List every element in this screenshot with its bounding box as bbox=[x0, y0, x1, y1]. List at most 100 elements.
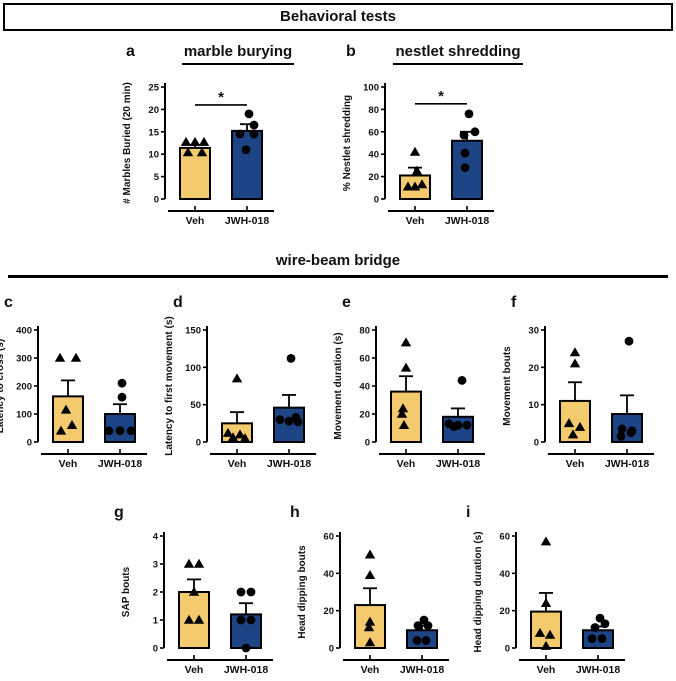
data-point-circle bbox=[457, 376, 467, 385]
bar-Veh bbox=[179, 146, 211, 200]
significance-star: * bbox=[438, 88, 444, 105]
wire-beam-bridge-section-header: wire-beam bridge bbox=[0, 251, 676, 278]
category-label: Veh bbox=[361, 664, 380, 676]
y-tick-label: 40 bbox=[368, 150, 379, 161]
y-tick-label: 0 bbox=[27, 438, 32, 449]
chart-movement-bouts: 0 10 20 30 Movement bouts Veh JWH-018 bbox=[502, 326, 654, 470]
category-label: Veh bbox=[59, 458, 78, 470]
data-point-circle bbox=[236, 587, 246, 597]
data-point-circle bbox=[284, 416, 294, 426]
category-label: Veh bbox=[397, 458, 416, 470]
y-tick-label: 0 bbox=[154, 195, 159, 206]
bar-Veh bbox=[178, 591, 210, 649]
data-point-triangle bbox=[409, 181, 421, 191]
data-point-circle bbox=[423, 621, 433, 630]
chart-nestlet-shredding: 0 20 40 60 80 100 % Nestlet shredding * Veh JWH-0… bbox=[342, 83, 494, 227]
data-point-circle bbox=[617, 424, 627, 434]
y-tick-label: 20 bbox=[359, 410, 370, 421]
category-label: JWH-018 bbox=[436, 458, 481, 470]
y-tick-label: 0 bbox=[329, 644, 334, 655]
data-point-circle bbox=[275, 415, 285, 424]
category-label: JWH-018 bbox=[400, 664, 445, 676]
y-tick-label: 80 bbox=[368, 105, 379, 116]
data-point-circle bbox=[412, 636, 422, 645]
data-point-circle bbox=[244, 109, 254, 119]
panel-label-i: i bbox=[466, 504, 471, 521]
panel-a-head: a marble burying bbox=[106, 43, 326, 73]
panel-g: g 0 1 2 3 4 SAP bouts Veh JWH-018 bbox=[106, 504, 282, 680]
y-tick-label: 100 bbox=[16, 410, 32, 421]
data-point-triangle bbox=[183, 614, 195, 624]
bar-Veh bbox=[52, 395, 84, 443]
data-point-triangle bbox=[234, 429, 246, 439]
y-tick-label: 3 bbox=[153, 560, 158, 571]
y-tick-label: 15 bbox=[148, 127, 159, 138]
row-middle-panels: c 0 100 200 300 400 Latency to cross (s) Veh JW… bbox=[0, 294, 676, 474]
category-label: Veh bbox=[228, 458, 247, 470]
category-label: JWH-018 bbox=[267, 458, 312, 470]
category-label: JWH-018 bbox=[98, 458, 143, 470]
panel-b-title-wrap: nestlet shredding bbox=[378, 43, 538, 65]
category-label: JWH-018 bbox=[605, 458, 650, 470]
panel-a-title-wrap: marble burying bbox=[158, 43, 318, 65]
y-tick-label: 4 bbox=[153, 532, 159, 543]
data-point-triangle bbox=[54, 352, 66, 362]
data-point-triangle bbox=[569, 358, 581, 368]
data-point-triangle bbox=[540, 536, 552, 546]
chart-latency-first-movement: 0 50 100 150 Latency to first movement (s) Ve… bbox=[164, 316, 316, 470]
data-point-circle bbox=[246, 615, 256, 625]
y-tick-label: 5 bbox=[154, 172, 160, 183]
panel-label-e: e bbox=[342, 294, 351, 311]
data-point-triangle bbox=[544, 629, 556, 639]
data-point-circle bbox=[460, 148, 470, 158]
data-point-triangle bbox=[400, 362, 412, 372]
chart-marble-burying: 0 5 10 15 20 25 # Marbles Buried (20 min) * Veh J… bbox=[122, 82, 274, 227]
y-tick-label: 0 bbox=[196, 438, 201, 449]
data-point-circle bbox=[249, 120, 259, 130]
data-point-circle bbox=[460, 163, 470, 173]
panel-label-c: c bbox=[4, 294, 13, 311]
y-tick-label: 0 bbox=[534, 438, 539, 449]
category-label: Veh bbox=[537, 664, 556, 676]
data-point-triangle bbox=[402, 181, 414, 191]
data-point-triangle bbox=[569, 347, 581, 357]
y-tick-label: 20 bbox=[499, 606, 510, 617]
y-tick-label: 10 bbox=[528, 400, 539, 411]
data-point-circle bbox=[241, 145, 251, 155]
data-point-circle bbox=[117, 392, 127, 402]
data-point-triangle bbox=[397, 403, 409, 413]
panel-label-g: g bbox=[114, 504, 124, 521]
y-tick-label: 40 bbox=[359, 382, 370, 393]
data-point-triangle bbox=[364, 637, 376, 647]
data-point-triangle bbox=[363, 622, 375, 632]
data-point-triangle bbox=[70, 352, 82, 362]
bar-JWH-018 bbox=[230, 613, 262, 649]
y-tick-label: 50 bbox=[190, 400, 201, 411]
y-tick-label: 0 bbox=[505, 644, 510, 655]
data-point-circle bbox=[597, 634, 607, 644]
y-tick-label: 60 bbox=[359, 354, 370, 365]
y-tick-label: 2 bbox=[153, 588, 158, 599]
data-point-triangle bbox=[574, 421, 586, 431]
panel-label-h: h bbox=[290, 504, 300, 521]
category-label: JWH-018 bbox=[445, 215, 490, 227]
chart-head-dipping-bouts: 0 20 40 60 Head dipping bouts Veh JWH-018 bbox=[297, 532, 449, 676]
category-label: Veh bbox=[185, 664, 204, 676]
chart-sap-bouts: 0 1 2 3 4 SAP bouts Veh JWH-018 bbox=[121, 532, 273, 676]
category-label: JWH-018 bbox=[224, 664, 269, 676]
y-axis-label: Head dipping bouts bbox=[297, 545, 308, 639]
data-point-triangle bbox=[189, 136, 201, 146]
category-label: Veh bbox=[566, 458, 585, 470]
y-tick-label: 80 bbox=[359, 326, 370, 337]
data-point-circle bbox=[470, 127, 480, 137]
y-tick-label: 100 bbox=[185, 363, 201, 374]
y-axis-label: Latency to first movement (s) bbox=[164, 316, 175, 455]
data-point-triangle bbox=[409, 146, 421, 156]
panel-a: a marble burying 0 5 10 15 20 25 # Marbles Bur… bbox=[106, 43, 326, 231]
y-tick-label: 0 bbox=[153, 644, 158, 655]
data-point-circle bbox=[624, 336, 634, 346]
data-point-triangle bbox=[567, 429, 579, 439]
y-tick-label: 30 bbox=[528, 326, 539, 337]
y-axis-label: Latency to cross (s) bbox=[0, 339, 6, 433]
y-tick-label: 20 bbox=[323, 606, 334, 617]
